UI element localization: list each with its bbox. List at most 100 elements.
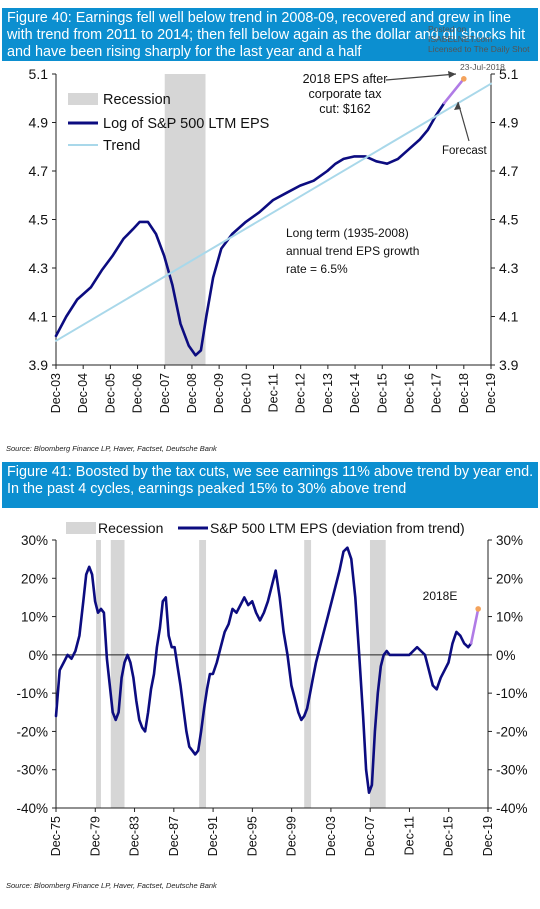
x-tick-label: Dec-03 — [49, 373, 63, 413]
recession-band — [164, 74, 206, 365]
legend-recession-swatch — [66, 522, 96, 534]
x-tick-label: Dec-11 — [267, 373, 281, 412]
x-tick-label: Dec-83 — [128, 816, 142, 856]
forecast-line — [442, 77, 466, 105]
y-tick-label-right: 10% — [496, 610, 523, 625]
y-tick-label-right: -20% — [496, 724, 528, 739]
y-tick-label-right: -10% — [496, 686, 528, 701]
eps-annotation-line-1: 2018 EPS after — [303, 72, 388, 86]
y-tick-label-right: 5.1 — [499, 66, 519, 82]
legend-eps-label: Log of S&P 500 LTM EPS — [103, 116, 269, 132]
trend-annotation: Long term (1935-2008) annual trend EPS g… — [286, 226, 419, 276]
x-tick-label: Dec-10 — [239, 373, 253, 413]
y-tick-label: 4.1 — [29, 309, 49, 325]
forecast-annotation: Forecast — [442, 101, 488, 157]
x-tick-label: Dec-75 — [49, 816, 63, 856]
x-tick-label: Dec-99 — [285, 816, 299, 856]
trend-annotation-line-2: annual trend EPS growth — [286, 244, 419, 258]
legend-recession-swatch — [68, 93, 98, 105]
y-tick-label: -40% — [16, 801, 48, 816]
x-tick-label: Dec-79 — [88, 816, 102, 856]
y-tick-label: -30% — [16, 763, 48, 778]
y-tick-label-right: 30% — [496, 533, 523, 548]
y-tick-label-right: 4.5 — [499, 212, 519, 228]
x-tick-label: Dec-12 — [294, 373, 308, 413]
figure-41-chart: -40% -40% -30% -30% -20% -20% -10% -10% 0% 0% 10% 1… — [16, 520, 528, 856]
figure-40-chart: 3.9 3.9 4.1 4.1 4.3 4.3 4.5 4.5 4.7 4.7 4.9 4.9 5.1 5… — [29, 66, 519, 413]
y-tick-label-right: 4.9 — [499, 115, 519, 131]
x-tick-label: Dec-13 — [321, 373, 335, 413]
y-tick-label: 5.1 — [29, 66, 49, 82]
x-tick-label: Dec-07 — [363, 816, 377, 856]
x-tick-label: Dec-03 — [324, 816, 338, 856]
x-tick-label: Dec-87 — [167, 816, 181, 856]
legend-recession-label: Recession — [103, 92, 171, 108]
x-tick-label: Dec-11 — [402, 816, 416, 855]
figure-41-title: Figure 41: Boosted by the tax cuts, we s… — [2, 462, 538, 508]
x-tick-label: Dec-91 — [206, 816, 220, 856]
trend-annotation-line-1: Long term (1935-2008) — [286, 226, 409, 240]
y-tick-label: 4.5 — [29, 212, 49, 228]
y-tick-label-right: 3.9 — [499, 357, 519, 373]
x-tick-label: Dec-08 — [185, 373, 199, 413]
figure-40-panel: Figure 40: Earnings fell well below tren… — [2, 0, 538, 455]
y-tick-label-right: -40% — [496, 801, 528, 816]
y-tick-label: 20% — [21, 571, 48, 586]
watermark-line-1: Posted on — [428, 24, 467, 34]
x-tick-label: Dec-14 — [348, 373, 362, 413]
recession-band — [96, 540, 101, 808]
eps-annotation-line-3: cut: $162 — [319, 102, 370, 116]
y-tick-label: 4.3 — [29, 260, 49, 276]
x-tick-label: Dec-95 — [245, 816, 259, 856]
eps-annotation-line-2: corporate tax — [309, 87, 383, 101]
y-tick-label-right: -30% — [496, 763, 528, 778]
y-tick-label: 10% — [21, 610, 48, 625]
watermark: Posted on ISABELNET.com Licensed to The … — [428, 24, 529, 54]
legend-deviation-label: S&P 500 LTM EPS (deviation from trend) — [210, 520, 465, 536]
watermark-date: 23-Jul-2018 — [460, 62, 505, 72]
x-tick-label: Dec-09 — [212, 373, 226, 413]
forecast-line — [469, 607, 480, 645]
x-tick-label: Dec-04 — [76, 373, 90, 413]
figure-41-source: Source: Bloomberg Finance LP, Haver, Fac… — [6, 881, 217, 890]
x-tick-label: Dec-05 — [103, 373, 117, 413]
y-tick-label: 3.9 — [29, 357, 49, 373]
y-tick-label: -10% — [16, 686, 48, 701]
y-tick-label-right: 4.7 — [499, 163, 519, 179]
label-2018e: 2018E — [423, 589, 458, 603]
y-tick-label: 30% — [21, 533, 48, 548]
x-tick-label: Dec-15 — [375, 373, 389, 413]
x-tick-label: Dec-15 — [442, 816, 456, 856]
trend-annotation-line-3: rate = 6.5% — [286, 262, 348, 276]
eps-line — [54, 101, 446, 357]
recession-band — [304, 540, 312, 808]
figure-41-legend: Recession S&P 500 LTM EPS (deviation fro… — [66, 520, 465, 536]
y-tick-label-right: 20% — [496, 571, 523, 586]
figure-40-source: Source: Bloomberg Finance LP, Haver, Fac… — [6, 444, 217, 453]
legend-recession-label: Recession — [98, 520, 163, 536]
x-tick-label: Dec-17 — [430, 373, 444, 413]
watermark-line-3: Licensed to The Daily Shot — [428, 44, 530, 54]
x-tick-label: Dec-06 — [131, 373, 145, 413]
x-tick-label: Dec-19 — [484, 373, 498, 413]
eps-annotation-arrow — [385, 73, 457, 81]
forecast-arrowhead — [454, 102, 461, 110]
forecast-point — [475, 606, 481, 612]
y-tick-label: 0% — [28, 648, 48, 663]
trend-line — [55, 82, 492, 342]
figure-41-panel: Figure 41: Boosted by the tax cuts, we s… — [2, 462, 538, 909]
y-tick-label-right: 4.1 — [499, 309, 519, 325]
forecast-point — [461, 76, 467, 82]
x-tick-label: Dec-19 — [481, 816, 495, 856]
watermark-line-2: ISABELNET.com — [428, 34, 493, 44]
legend-trend-label: Trend — [103, 138, 140, 154]
y-tick-label: 4.7 — [29, 163, 49, 179]
y-tick-label: -20% — [16, 724, 48, 739]
y-tick-label-right: 0% — [496, 648, 516, 663]
y-tick-label: 4.9 — [29, 115, 49, 131]
eps-line — [54, 546, 473, 794]
forecast-label: Forecast — [442, 145, 488, 157]
recession-band — [199, 540, 207, 808]
figure-40-legend: Recession Log of S&P 500 LTM EPS Trend — [68, 92, 269, 154]
x-tick-label: Dec-16 — [402, 373, 416, 413]
